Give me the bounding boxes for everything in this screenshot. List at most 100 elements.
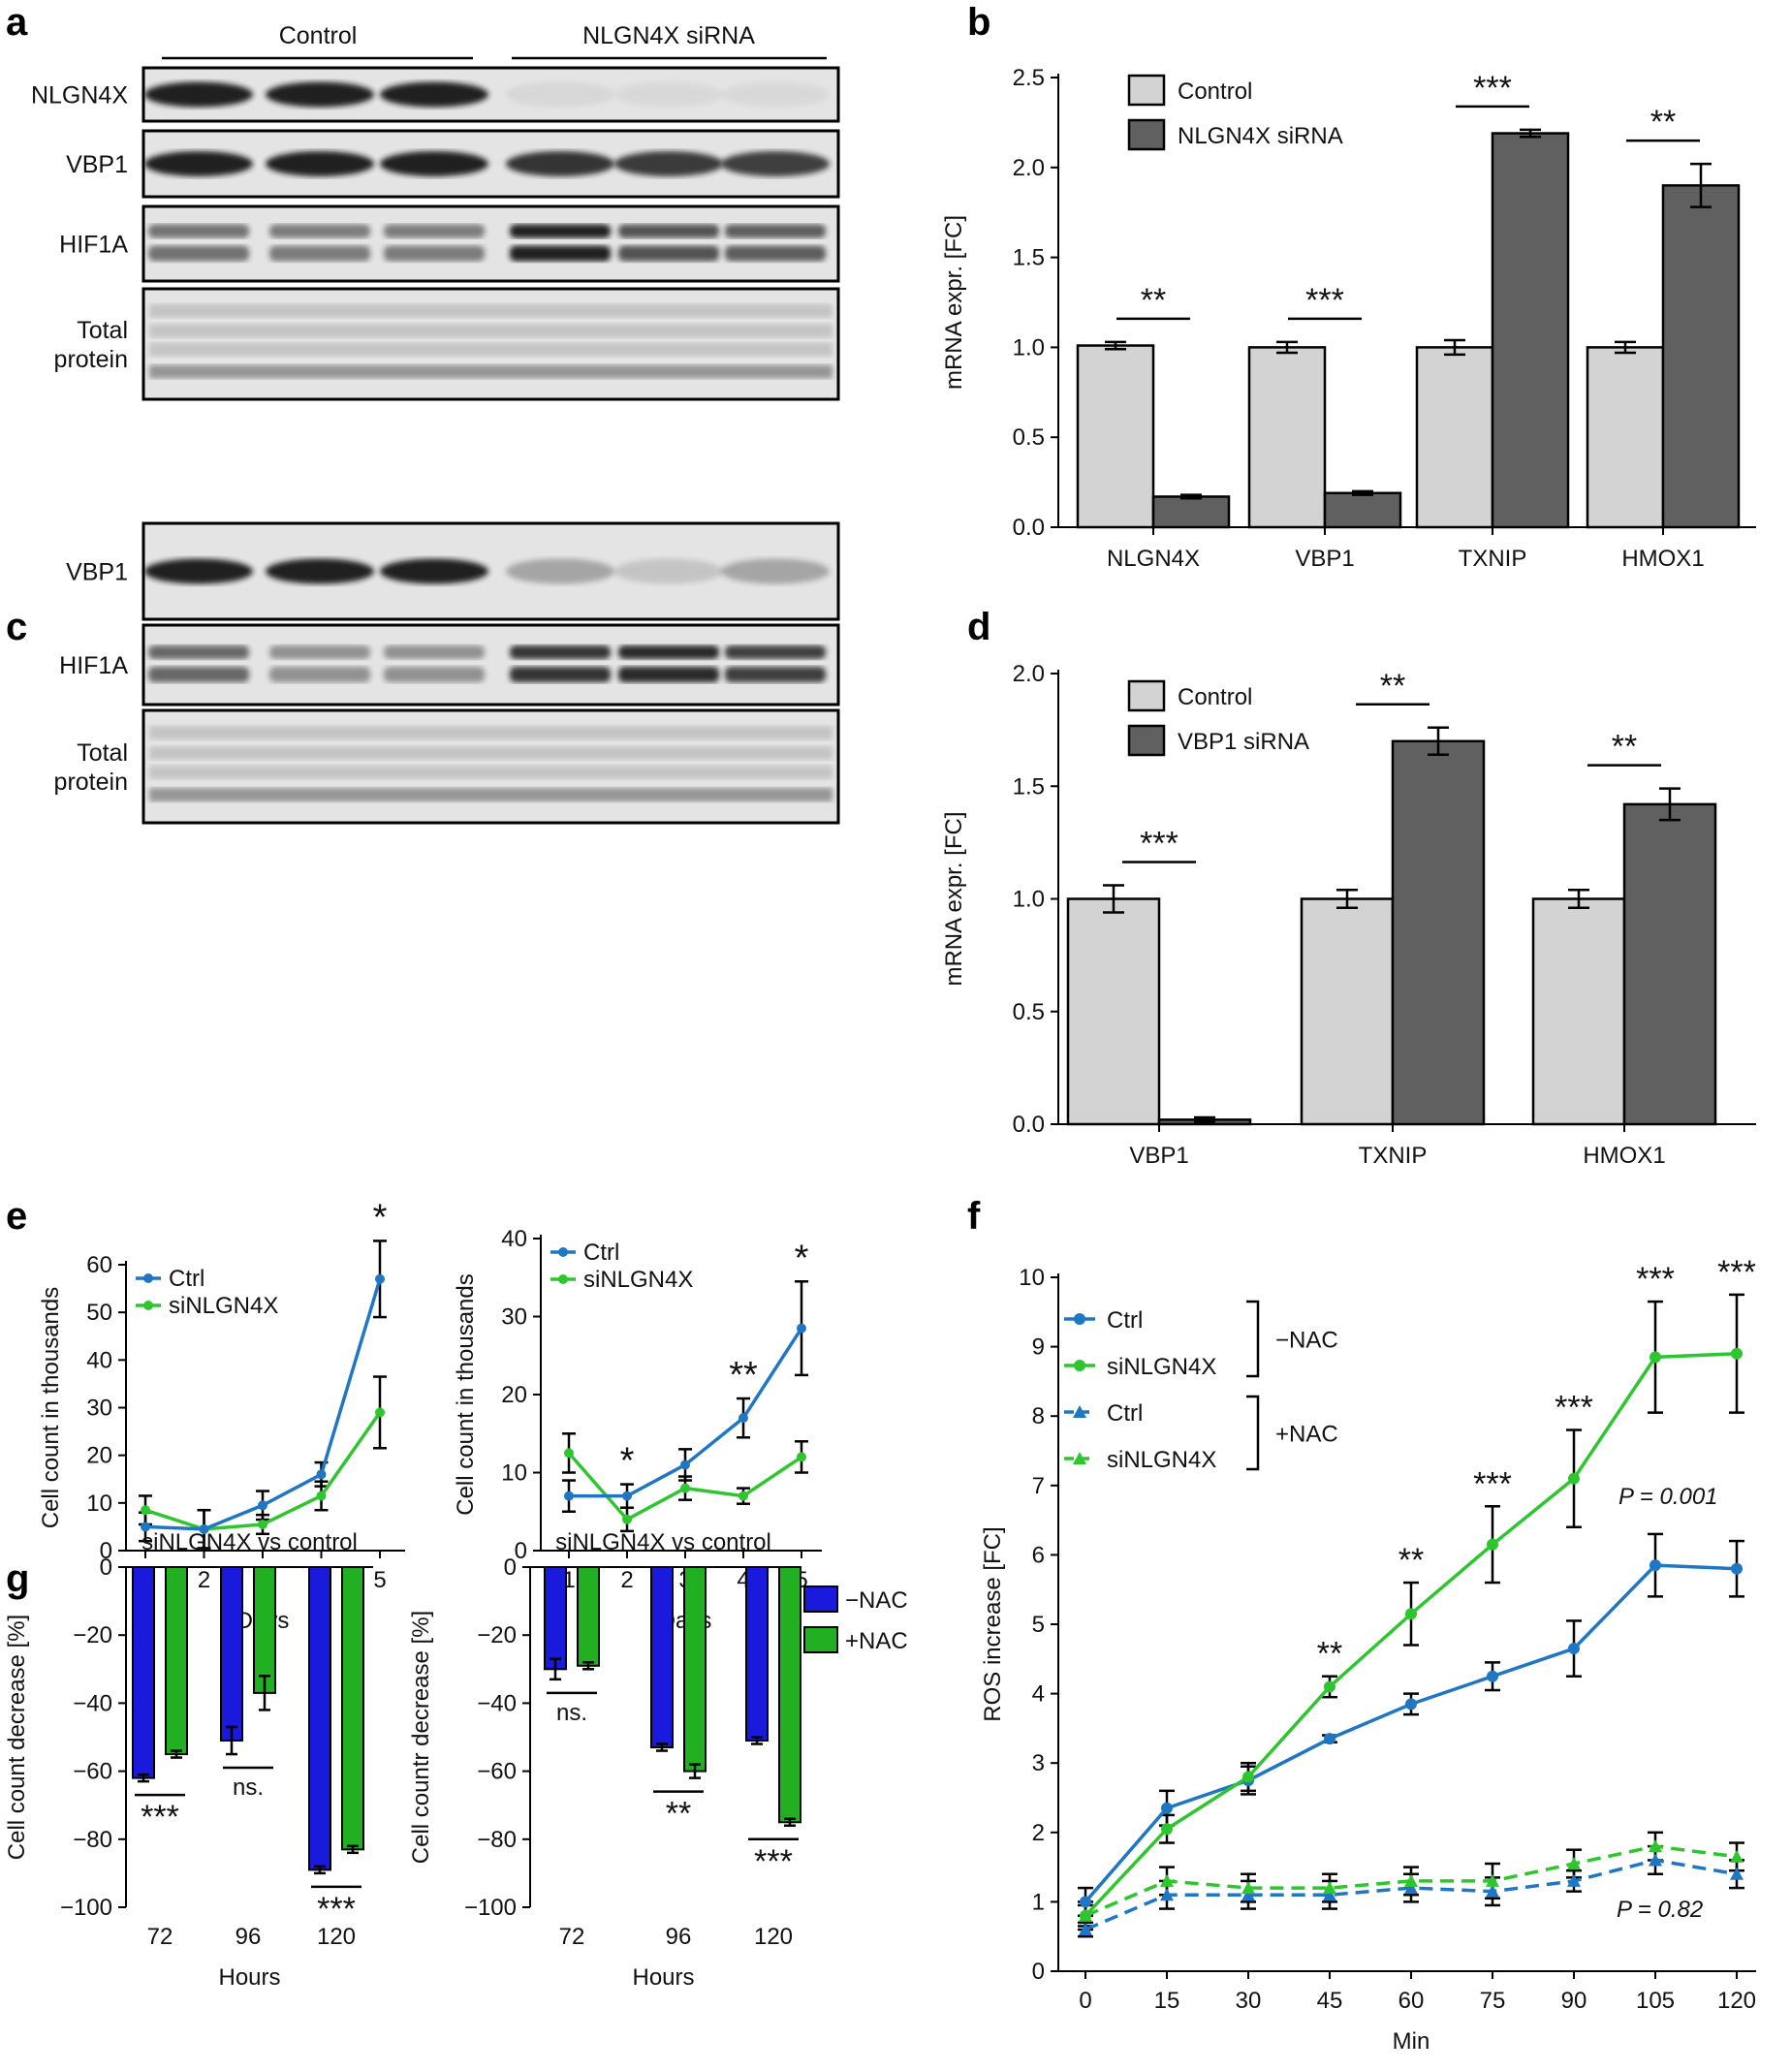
sinlgn4x-point bbox=[141, 1505, 150, 1516]
y-tick-label: −40 bbox=[477, 1690, 517, 1716]
hif1a-band-lower bbox=[510, 245, 611, 262]
y-tick-label: 2.5 bbox=[1013, 65, 1045, 91]
ctrl-minus-nac-point bbox=[1080, 1896, 1091, 1908]
y-tick-label: 7 bbox=[1032, 1473, 1045, 1499]
y-axis-label: mRNA expr. [FC] bbox=[941, 215, 967, 390]
significance-stars: ** bbox=[729, 1355, 758, 1396]
sinlgn4x-plus-nac-point bbox=[1160, 1873, 1174, 1887]
ctrl-plus-nac-point bbox=[1730, 1867, 1744, 1880]
y-tick-label: 0.0 bbox=[1013, 1112, 1045, 1138]
x-tick-label: 60 bbox=[1398, 1988, 1425, 2014]
sinlgn4x-minus-nac-point bbox=[1650, 1351, 1661, 1364]
protein-band bbox=[721, 558, 830, 584]
control-bar bbox=[1531, 897, 1626, 1126]
ctrl-plus-nac-point bbox=[1486, 1884, 1499, 1898]
sinlgn4x-minus-nac-point bbox=[1405, 1608, 1417, 1620]
sinlgn4x-minus-nac-point bbox=[1242, 1771, 1254, 1783]
sirna-bar bbox=[1622, 802, 1717, 1126]
sinlgn4x-point bbox=[738, 1491, 748, 1501]
legend-bracket bbox=[1246, 1395, 1260, 1471]
y-axis-label: Cell count decrease [%] bbox=[4, 1615, 30, 1860]
hif1a-band-upper bbox=[725, 224, 826, 238]
sinlgn4x-point bbox=[316, 1491, 327, 1501]
y-tick-label: −60 bbox=[477, 1759, 517, 1785]
sinlgn4x-minus-nac-point bbox=[1487, 1538, 1498, 1551]
bar-chart-g-right: 0 −20 −40 −60 −80 −100 Cell countr decrease [%… bbox=[408, 1529, 908, 1991]
x-tick-label: 72 bbox=[559, 1924, 585, 1950]
total-protein-band bbox=[149, 746, 833, 761]
control-bar bbox=[1586, 346, 1665, 529]
chart-title: siNLGN4X vs control bbox=[555, 1529, 771, 1555]
legend-label: Ctrl bbox=[169, 1266, 204, 1292]
ctrl-minus-nac-point bbox=[1324, 1733, 1335, 1745]
significance-stars: ** bbox=[1317, 1636, 1342, 1673]
hif1a-band-upper bbox=[510, 224, 611, 238]
sinlgn4x-plus-nac-point bbox=[1323, 1881, 1336, 1895]
legend-swatch bbox=[1127, 679, 1166, 712]
hif1a-band-upper bbox=[384, 645, 485, 659]
sinlgn4x-plus-nac-point bbox=[1730, 1849, 1744, 1863]
legend-swatch bbox=[803, 1626, 838, 1653]
hif1a-band-lower bbox=[148, 245, 249, 262]
hif1a-band-upper bbox=[618, 224, 719, 238]
x-tick-label: TXNIP bbox=[1359, 1143, 1428, 1169]
ctrl-point bbox=[622, 1491, 632, 1501]
x-tick-label: 96 bbox=[666, 1924, 692, 1950]
x-tick-label: 30 bbox=[1236, 1988, 1262, 2014]
y-tick-label: 1.0 bbox=[1013, 334, 1045, 361]
x-tick-label: NLGN4X bbox=[1107, 546, 1200, 572]
hif1a-band-upper bbox=[269, 224, 370, 238]
y-tick-label: 40 bbox=[501, 1226, 527, 1252]
x-tick-label: 96 bbox=[236, 1924, 262, 1950]
significance-stars: *** bbox=[1305, 282, 1344, 319]
hif1a-band-lower bbox=[148, 667, 249, 682]
legend-marker bbox=[1074, 1313, 1085, 1325]
y-tick-label: 2.0 bbox=[1013, 661, 1045, 687]
plus-nac-bar bbox=[683, 1566, 707, 1773]
protein-band bbox=[144, 81, 253, 108]
y-tick-label: 5 bbox=[1032, 1612, 1045, 1638]
blot-row-label: HIF1A bbox=[59, 652, 128, 679]
x-tick-label: 120 bbox=[754, 1924, 793, 1950]
sinlgn4x-plus-nac-point bbox=[1079, 1908, 1092, 1922]
protein-band bbox=[380, 558, 488, 584]
x-tick-label: HMOX1 bbox=[1583, 1143, 1665, 1169]
hif1a-band-lower bbox=[510, 667, 611, 682]
sirna-bar bbox=[1661, 184, 1741, 529]
significance-stars: *** bbox=[1473, 1465, 1512, 1502]
protein-band bbox=[506, 151, 614, 176]
ctrl-minus-nac-point bbox=[1161, 1802, 1173, 1814]
protein-band bbox=[144, 151, 253, 176]
y-tick-label: 3 bbox=[1032, 1750, 1045, 1776]
sirna-group-label: NLGN4X siRNA bbox=[582, 22, 755, 49]
y-tick-label: 1 bbox=[1032, 1889, 1045, 1915]
protein-band bbox=[721, 151, 830, 176]
y-tick-label: 20 bbox=[501, 1382, 527, 1408]
ctrl-plus-nac-point bbox=[1567, 1873, 1581, 1887]
x-axis-label: Min bbox=[1393, 2028, 1430, 2055]
panel-e-letter: e bbox=[6, 1195, 27, 1238]
ctrl-minus-nac-point bbox=[1405, 1698, 1417, 1711]
y-tick-label: 1.0 bbox=[1013, 887, 1045, 913]
panel-g-letter: g bbox=[6, 1557, 29, 1600]
y-axis-label: Cell count in thousands bbox=[38, 1287, 64, 1529]
legend-marker bbox=[1073, 1405, 1086, 1418]
blot-row-label: Total bbox=[77, 739, 128, 767]
plus-nac-bar bbox=[577, 1566, 600, 1667]
bar-chart-b: 0.0 0.5 1.0 1.5 2.0 2.5 mRNA expr. [FC] NLGN4X *… bbox=[941, 65, 1756, 572]
y-tick-label: 30 bbox=[86, 1396, 112, 1422]
protein-band bbox=[506, 558, 614, 584]
sinlgn4x-minus-nac-point bbox=[1568, 1472, 1580, 1485]
significance-stars: *** bbox=[1473, 70, 1512, 107]
ctrl-point bbox=[738, 1413, 748, 1424]
plus-nac-bar bbox=[165, 1566, 188, 1756]
protein-band bbox=[266, 81, 374, 108]
y-axis-label: mRNA expr. [FC] bbox=[941, 811, 967, 986]
hif1a-band-upper bbox=[510, 645, 611, 659]
legend-swatch bbox=[1127, 74, 1166, 107]
control-group-label: Control bbox=[279, 22, 358, 49]
x-tick-label: 72 bbox=[147, 1924, 173, 1950]
y-tick-label: 20 bbox=[86, 1443, 112, 1469]
sinlgn4x-plus-nac-point bbox=[1241, 1881, 1255, 1895]
